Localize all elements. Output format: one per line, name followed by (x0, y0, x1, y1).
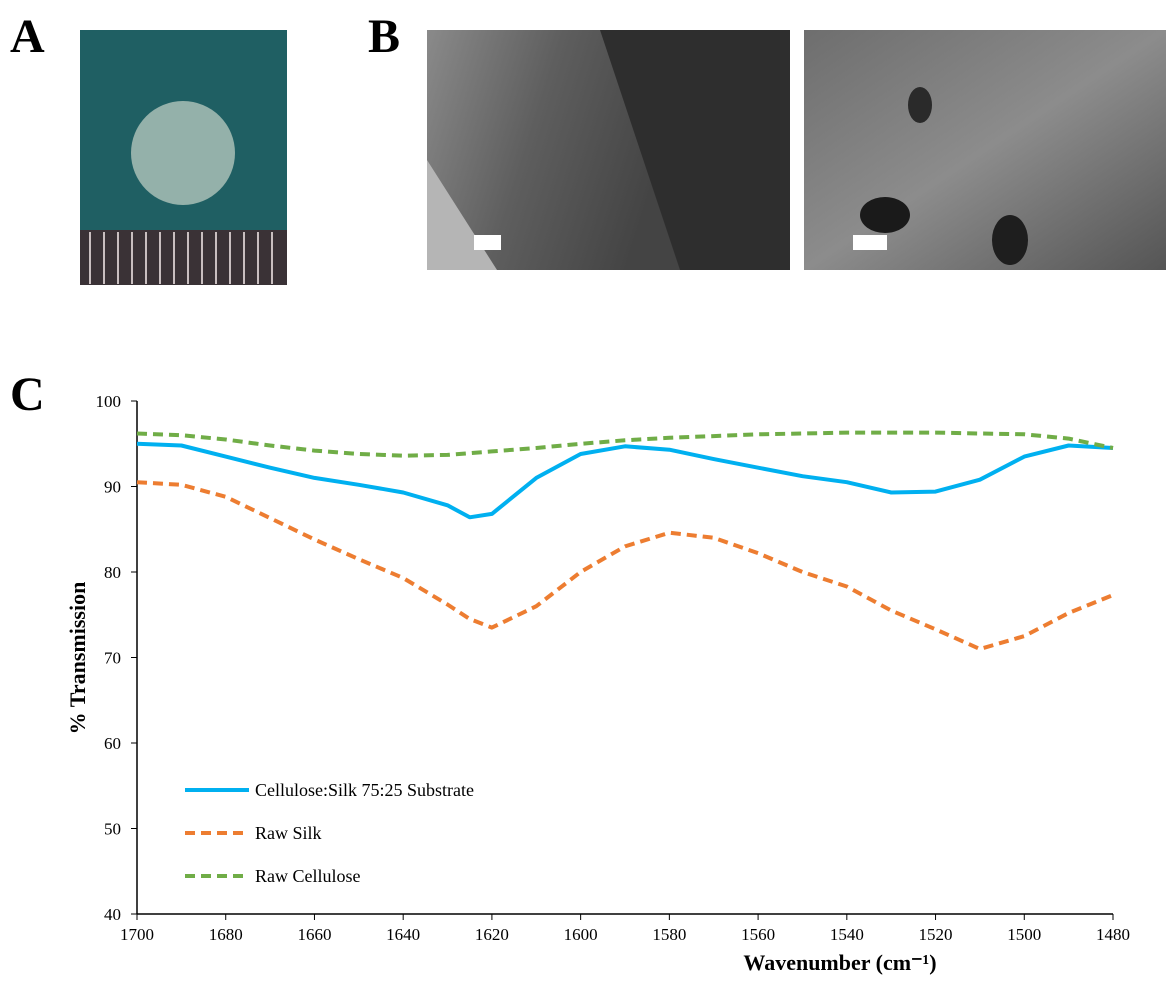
x-tick-label: 1540 (830, 925, 864, 944)
y-tick-label: 90 (104, 478, 121, 497)
legend-label: Raw Silk (255, 823, 322, 843)
x-tick-label: 1500 (1007, 925, 1041, 944)
x-tick-label: 1580 (652, 925, 686, 944)
series-line (137, 482, 1113, 649)
figure: A B C Wavenumber (cm⁻¹) % Transmission 4… (0, 0, 1166, 986)
x-tick-label: 1660 (297, 925, 331, 944)
x-tick-label: 1620 (475, 925, 509, 944)
series-line (137, 433, 1113, 456)
x-axis-label: Wavenumber (cm⁻¹) (743, 950, 936, 975)
y-axis-label: % Transmission (65, 582, 90, 735)
figure-svg: A B C Wavenumber (cm⁻¹) % Transmission 4… (0, 0, 1166, 986)
y-tick-label: 60 (104, 734, 121, 753)
y-tick-label: 50 (104, 820, 121, 839)
x-tick-label: 1560 (741, 925, 775, 944)
x-tick-label: 1700 (120, 925, 154, 944)
panel-label: A (10, 10, 45, 63)
legend-label: Raw Cellulose (255, 866, 361, 886)
x-tick-label: 1600 (564, 925, 598, 944)
series-line (137, 444, 1113, 518)
x-tick-label: 1640 (386, 925, 420, 944)
sem-image-2 (804, 30, 1166, 270)
y-tick-label: 70 (104, 649, 121, 668)
x-tick-label: 1680 (209, 925, 243, 944)
panel-label: B (368, 10, 400, 63)
y-tick-label: 80 (104, 563, 121, 582)
legend-label: Cellulose:Silk 75:25 Substrate (255, 780, 474, 800)
photo-a (80, 30, 287, 285)
panel-label: C (10, 368, 45, 421)
y-tick-label: 40 (104, 905, 121, 924)
x-tick-label: 1520 (919, 925, 953, 944)
y-tick-label: 100 (96, 392, 122, 411)
sem-image-1 (427, 30, 790, 270)
x-tick-label: 1480 (1096, 925, 1130, 944)
